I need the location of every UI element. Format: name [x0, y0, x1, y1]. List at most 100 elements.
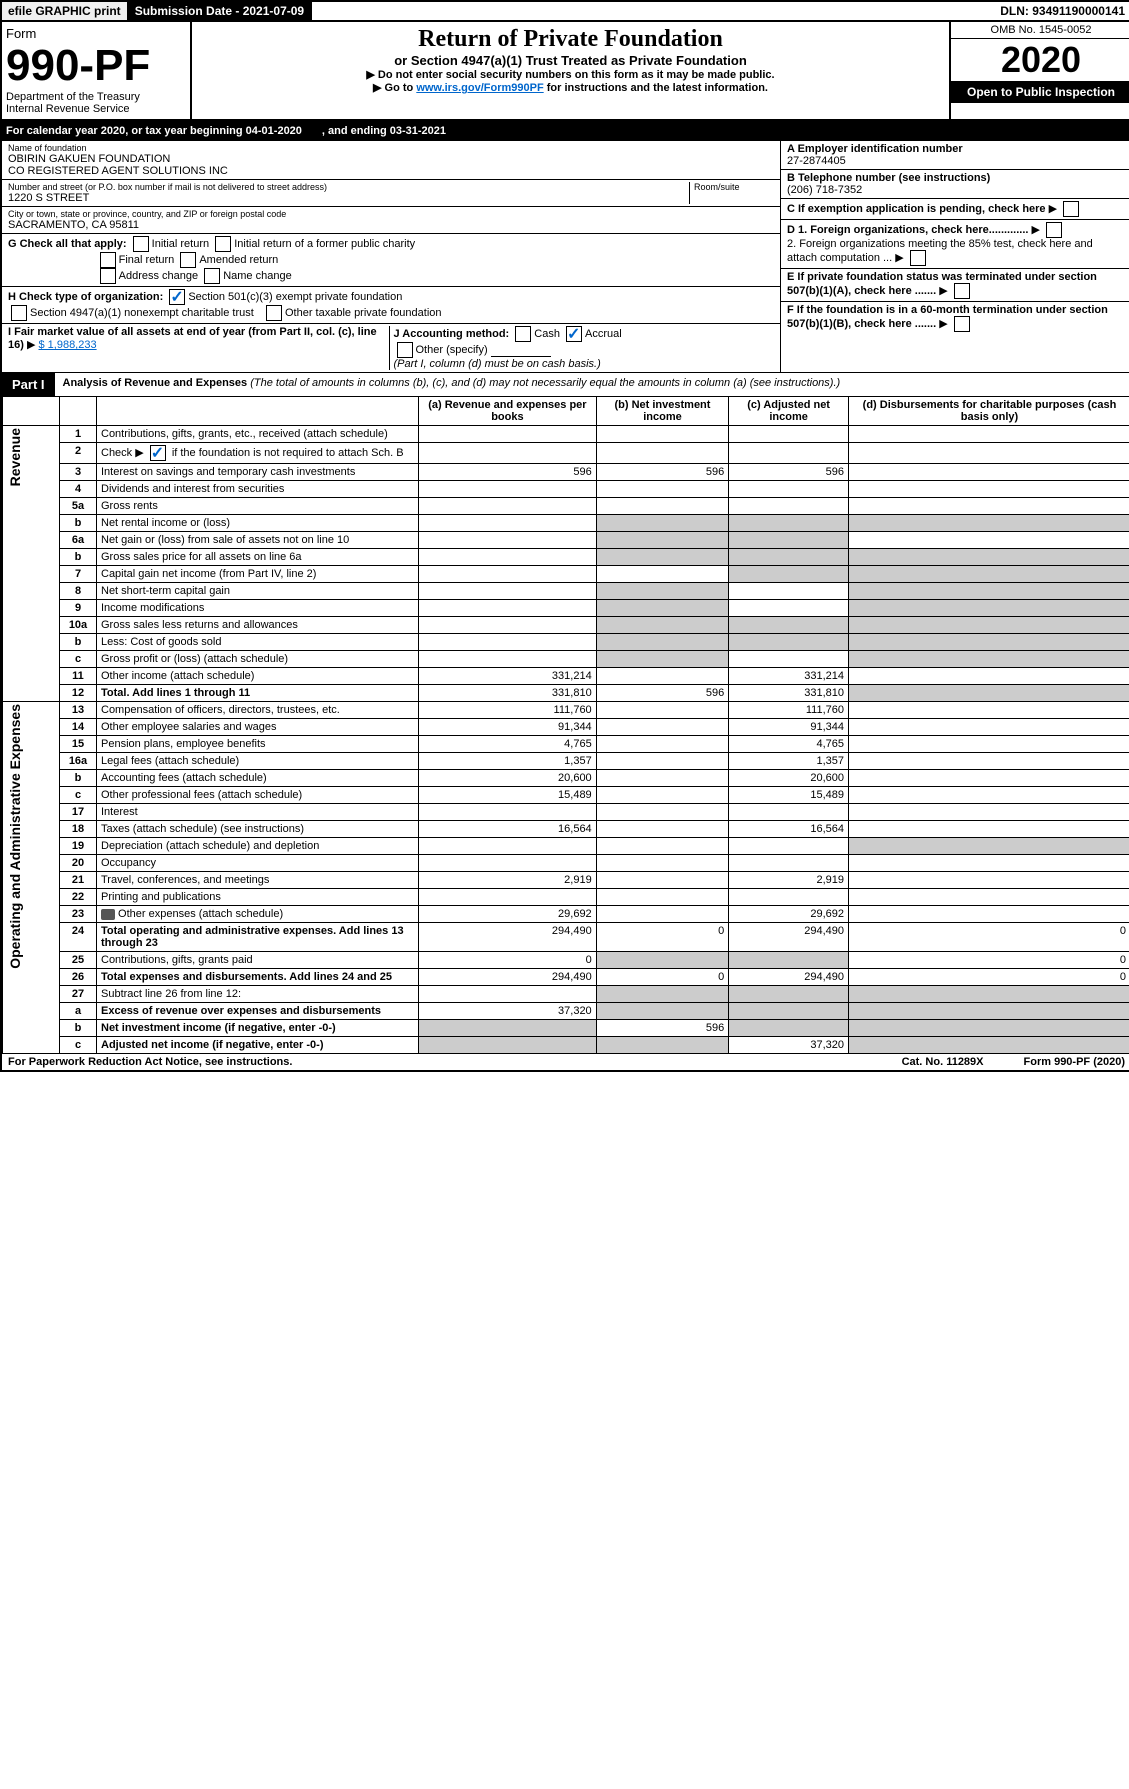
foundation-name: OBIRIN GAKUEN FOUNDATION CO REGISTERED A… [8, 153, 774, 177]
cell-a [419, 600, 597, 617]
line-number: 26 [60, 969, 97, 986]
cell-d [848, 668, 1129, 685]
line-number: 2 [60, 443, 97, 464]
cell-a: 29,692 [419, 906, 597, 923]
cell-d [848, 736, 1129, 753]
fmv-value[interactable]: $ 1,988,233 [38, 339, 96, 351]
line-number: 12 [60, 685, 97, 702]
line-text: Other employee salaries and wages [97, 719, 419, 736]
checkbox-cash[interactable] [515, 326, 531, 342]
cell-b [596, 872, 729, 889]
cell-d [848, 1003, 1129, 1020]
line-number: 23 [60, 906, 97, 923]
checkbox-other-method[interactable] [397, 342, 413, 358]
cell-b [596, 838, 729, 855]
line-number: c [60, 1037, 97, 1054]
group-label: Operating and Administrative Expenses [3, 702, 60, 1054]
cell-a: 4,765 [419, 736, 597, 753]
cell-d [848, 426, 1129, 443]
line-number: 18 [60, 821, 97, 838]
checkbox-other-taxable[interactable] [266, 305, 282, 321]
cell-a: 20,600 [419, 770, 597, 787]
cell-c: 2,919 [729, 872, 849, 889]
checkbox-accrual[interactable] [566, 326, 582, 342]
line-text: Check ▶ if the foundation is not require… [97, 443, 419, 464]
cell-a: 596 [419, 464, 597, 481]
cell-c [729, 952, 849, 969]
line-text: Accounting fees (attach schedule) [97, 770, 419, 787]
calendar-year-bar: For calendar year 2020, or tax year begi… [2, 121, 1129, 141]
info-section: Name of foundation OBIRIN GAKUEN FOUNDAT… [2, 141, 1129, 373]
cell-a [419, 566, 597, 583]
cell-c: 111,760 [729, 702, 849, 719]
line-number: c [60, 787, 97, 804]
analysis-table: (a) Revenue and expenses per books (b) N… [2, 396, 1129, 1054]
ein: 27-2874405 [787, 155, 846, 167]
checkbox-name-change[interactable] [204, 268, 220, 284]
checkbox-initial[interactable] [133, 236, 149, 252]
cell-b [596, 889, 729, 906]
form-page: efile GRAPHIC print Submission Date - 20… [0, 0, 1129, 1072]
checkbox-addr-change[interactable] [100, 268, 116, 284]
col-b: (b) Net investment income [596, 397, 729, 426]
cell-c: 29,692 [729, 906, 849, 923]
checkbox-f[interactable] [954, 316, 970, 332]
cell-b: 596 [596, 1020, 729, 1037]
form-label: Form [6, 26, 186, 41]
checkbox-initial-pub[interactable] [215, 236, 231, 252]
tax-year: 2020 [951, 39, 1129, 81]
cell-a [419, 1020, 597, 1037]
part1-title: Analysis of Revenue and Expenses [63, 377, 248, 389]
cell-d [848, 1037, 1129, 1054]
checkbox-e[interactable] [954, 283, 970, 299]
section-d1: D 1. Foreign organizations, check here..… [787, 224, 1028, 236]
checkbox-final[interactable] [100, 252, 116, 268]
form-header: Form 990-PF Department of the Treasury I… [2, 22, 1129, 121]
cell-a [419, 986, 597, 1003]
cell-b [596, 668, 729, 685]
cell-b [596, 952, 729, 969]
checkbox-4947[interactable] [11, 305, 27, 321]
cell-c: 4,765 [729, 736, 849, 753]
cell-a [419, 804, 597, 821]
checkbox-amended[interactable] [180, 252, 196, 268]
checkbox-c[interactable] [1063, 201, 1079, 217]
cell-b [596, 770, 729, 787]
cell-c [729, 498, 849, 515]
cell-c [729, 855, 849, 872]
attachment-icon[interactable] [101, 909, 115, 920]
cell-a [419, 889, 597, 906]
cell-a: 37,320 [419, 1003, 597, 1020]
line-text: Gross sales less returns and allowances [97, 617, 419, 634]
cat-no: Cat. No. 11289X [902, 1056, 984, 1068]
cell-d [848, 821, 1129, 838]
irs-link[interactable]: www.irs.gov/Form990PF [416, 82, 543, 94]
col-d: (d) Disbursements for charitable purpose… [848, 397, 1129, 426]
cell-c [729, 426, 849, 443]
cell-d [848, 986, 1129, 1003]
part1-note: (The total of amounts in columns (b), (c… [250, 377, 840, 389]
line-number: 27 [60, 986, 97, 1003]
line-text: Total operating and administrative expen… [97, 923, 419, 952]
line-number: 25 [60, 952, 97, 969]
cell-c: 37,320 [729, 1037, 849, 1054]
cell-d [848, 583, 1129, 600]
line-text: Taxes (attach schedule) (see instruction… [97, 821, 419, 838]
line-number: c [60, 651, 97, 668]
checkbox-d2[interactable] [910, 250, 926, 266]
section-f: F If the foundation is in a 60-month ter… [787, 304, 1108, 330]
cell-b [596, 549, 729, 566]
section-g: G Check all that apply: Initial return I… [2, 234, 780, 287]
cell-b [596, 1003, 729, 1020]
line-text: Contributions, gifts, grants, etc., rece… [97, 426, 419, 443]
cell-a: 0 [419, 952, 597, 969]
cell-c [729, 986, 849, 1003]
form-number: 990-PF [6, 41, 186, 91]
cell-c [729, 481, 849, 498]
checkbox-501c3[interactable] [169, 289, 185, 305]
tel-label: B Telephone number (see instructions) [787, 172, 990, 184]
cell-b [596, 566, 729, 583]
checkbox-d1[interactable] [1046, 222, 1062, 238]
line-text: Occupancy [97, 855, 419, 872]
cell-b [596, 583, 729, 600]
